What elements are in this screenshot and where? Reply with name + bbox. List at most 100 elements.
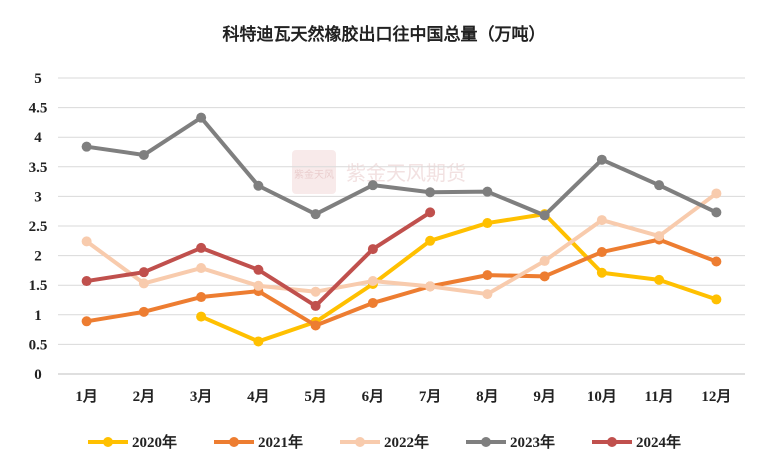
legend-item: 2021年 [214, 433, 303, 451]
legend-label: 2023年 [510, 433, 555, 451]
data-point [310, 286, 321, 297]
y-tick-label: 1 [34, 308, 42, 324]
data-point [138, 306, 149, 317]
legend-item: 2020年 [88, 433, 177, 451]
y-tick-label: 2 [34, 249, 42, 265]
legend-item: 2022年 [340, 433, 429, 451]
watermark-logo-text: 紫金天风 [294, 168, 334, 181]
y-tick-label: 2.5 [29, 219, 48, 235]
data-point [654, 231, 665, 242]
series-line [84, 191, 719, 297]
x-tick-label: 9月 [533, 388, 556, 405]
data-point [425, 207, 436, 218]
legend-label: 2021年 [258, 433, 303, 451]
x-tick-label: 4月 [247, 388, 270, 405]
data-point [596, 215, 607, 226]
data-point [482, 289, 493, 300]
data-point [310, 300, 321, 311]
data-point [596, 267, 607, 278]
x-tick-label: 5月 [304, 388, 327, 405]
data-point [196, 242, 207, 253]
x-tick-label: 2月 [133, 388, 156, 405]
series-2024年 [81, 207, 436, 311]
data-point [367, 276, 378, 287]
data-point [367, 297, 378, 308]
legend-item: 2024年 [592, 433, 681, 451]
series-group [81, 112, 722, 347]
x-tick-label: 11月 [645, 388, 674, 405]
data-point [711, 256, 722, 267]
data-point [654, 180, 665, 191]
watermark-text: 紫金天风期货 [346, 161, 466, 185]
x-tick-label: 1月 [75, 388, 98, 405]
data-point [310, 320, 321, 331]
watermark-logo [292, 150, 336, 194]
series-line [199, 212, 719, 344]
data-point [539, 255, 550, 266]
series-line [84, 115, 719, 218]
y-tick-label: 4 [34, 130, 42, 146]
watermark: 紫金天风 紫金天风期货 [292, 150, 466, 194]
data-point [596, 247, 607, 258]
y-tick-label: 4.5 [29, 101, 48, 117]
data-point [253, 280, 264, 291]
data-point [482, 270, 493, 281]
grid [58, 77, 745, 375]
data-point [253, 336, 264, 347]
data-point [654, 274, 665, 285]
data-point [138, 278, 149, 289]
series-2023年 [81, 112, 722, 221]
y-tick-label: 3 [34, 189, 42, 205]
legend-item: 2023年 [466, 433, 555, 451]
data-point [196, 112, 207, 123]
legend-label: 2022年 [384, 433, 429, 451]
x-tick-label: 12月 [701, 388, 731, 405]
x-tick-label: 7月 [419, 388, 442, 405]
x-tick-label: 3月 [190, 388, 213, 405]
data-point [196, 263, 207, 274]
data-point [711, 188, 722, 199]
y-tick-label: 0 [34, 367, 42, 383]
data-point [711, 207, 722, 218]
data-point [81, 316, 92, 327]
data-point [367, 244, 378, 255]
data-point [711, 294, 722, 305]
data-point [253, 180, 264, 191]
legend-swatch-marker [355, 437, 365, 447]
series-2021年 [81, 234, 722, 331]
y-tick-label: 1.5 [29, 278, 48, 294]
series-2022年 [81, 188, 722, 300]
data-point [425, 235, 436, 246]
legend-swatch-marker [229, 437, 239, 447]
x-tick-label: 6月 [362, 388, 385, 405]
data-point [196, 292, 207, 303]
legend: 2020年 2021年 2022年 2023年 2024年 [88, 433, 681, 451]
data-point [596, 154, 607, 165]
data-point [539, 271, 550, 282]
series-line [84, 237, 719, 328]
data-point [310, 209, 321, 220]
data-point [138, 267, 149, 278]
legend-swatch-marker [481, 437, 491, 447]
y-tick-label: 5 [34, 71, 42, 87]
data-point [138, 149, 149, 160]
data-point [253, 264, 264, 275]
data-point [425, 187, 436, 198]
data-point [539, 210, 550, 221]
y-tick-label: 0.5 [29, 337, 48, 353]
data-point [425, 281, 436, 292]
data-point [81, 276, 92, 287]
y-tick-label: 3.5 [29, 160, 48, 176]
x-axis: 1月 2月 3月 4月 5月 6月 7月 8月 9月 10月 11月 12月 [75, 388, 731, 405]
data-point [81, 236, 92, 247]
legend-swatch-marker [607, 437, 617, 447]
legend-swatch-marker [103, 437, 113, 447]
x-tick-label: 8月 [476, 388, 499, 405]
data-point [367, 180, 378, 191]
data-point [482, 186, 493, 197]
y-axis: 0 0.5 1 1.5 2 2.5 3 3.5 4 4.5 5 [29, 71, 48, 383]
data-point [196, 311, 207, 322]
legend-label: 2024年 [636, 433, 681, 451]
data-point [81, 141, 92, 152]
